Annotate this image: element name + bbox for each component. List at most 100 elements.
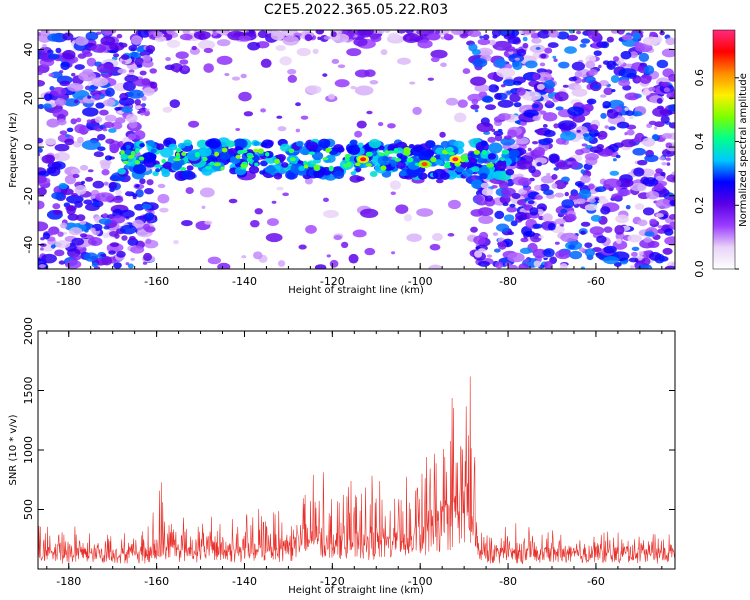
heatmap-signal-core [328,165,334,172]
heatmap-noise-blob [543,76,548,81]
heatmap-noise-blob [109,242,120,248]
heatmap-noise-blob [509,93,521,103]
snr-background [38,331,675,569]
heatmap-noise-blob [620,50,632,60]
heatmap-noise-blob [567,161,572,165]
heatmap-signal-blob [477,157,485,164]
heatmap-noise-blob [445,97,459,106]
heatmap-noise-blob [635,78,641,82]
heatmap-noise-blob [136,48,145,53]
heatmap-noise-blob [588,128,600,138]
heatmap-noise-blob [82,107,99,117]
heatmap-noise-blob [510,220,518,227]
heatmap-noise-blob [334,79,350,88]
heatmap-signal-core [500,157,506,162]
heatmap-noise-blob [141,60,154,68]
heatmap-signal-blob [150,148,157,154]
heatmap-noise-blob [87,169,94,173]
heatmap-noise-blob [633,136,641,143]
heatmap-noise-blob [426,32,441,41]
heatmap-noise-blob [406,233,422,243]
heatmap-noise-blob [402,33,420,43]
heatmap-noise-blob [119,224,137,235]
heatmap-noise-blob [519,247,533,255]
heatmap-noise-blob [87,95,92,99]
heatmap-noise-blob [648,120,657,126]
heatmap-noise-blob [38,264,46,268]
heatmap-noise-blob [47,33,61,42]
heatmap-noise-blob [85,31,99,41]
heatmap-noise-blob [655,198,672,209]
heatmap-noise-blob [270,31,285,41]
heatmap-noise-blob [470,226,478,233]
heatmap-signal-blob [139,143,145,148]
heatmap-noise-blob [649,31,656,36]
heatmap-noise-blob [104,114,117,122]
x-tick-label: -180 [56,275,81,288]
heatmap-noise-blob [92,180,105,189]
heatmap-signal-core [501,149,510,155]
heatmap-noise-blob [560,232,579,243]
heatmap-noise-blob [326,254,331,258]
heatmap-noise-blob [60,222,68,229]
heatmap-signal-blob [369,170,378,177]
heatmap-noise-blob [473,235,486,245]
heatmap-noise-blob [348,253,359,264]
heatmap-noise-blob [580,221,591,227]
heatmap-noise-blob [503,79,516,87]
heatmap-noise-blob [235,127,241,131]
heatmap-noise-blob [639,74,652,85]
heatmap-noise-blob [120,54,130,60]
heatmap-noise-blob [642,177,659,187]
heatmap-noise-blob [109,230,119,237]
heatmap-noise-blob [85,86,90,90]
heatmap-noise-blob [93,81,103,87]
heatmap-noise-blob [314,264,327,269]
heatmap-noise-blob [435,178,444,184]
heatmap-signal-core [325,147,331,154]
heatmap-noise-blob [295,102,301,107]
heatmap-noise-blob [584,203,598,211]
heatmap-noise-blob [112,215,126,224]
heatmap-noise-blob [331,58,340,64]
heatmap-signal-core [254,162,259,167]
y-tick-label: 0 [22,144,35,151]
heatmap-signal-core [120,153,129,160]
heatmap-noise-blob [506,206,518,213]
snr-y-axis-label: SNR (10 * v/v) [8,414,19,485]
heatmap-noise-blob [66,205,76,216]
heatmap-signal-blob [132,163,147,174]
heatmap-noise-blob [144,187,154,195]
heatmap-noise-blob [531,140,539,145]
heatmap-noise-blob [494,134,503,142]
heatmap-noise-blob [631,111,643,117]
heatmap-noise-blob [666,92,675,99]
heatmap-noise-blob [305,85,322,95]
heatmap-noise-blob [389,180,401,190]
heatmap-noise-blob [316,30,324,35]
heatmap-noise-blob [453,112,467,123]
heatmap-noise-blob [507,231,514,236]
heatmap-noise-blob [649,251,662,261]
heatmap-noise-blob [253,251,263,260]
heatmap-noise-blob [621,34,633,41]
heatmap-signal-core [241,161,248,165]
heatmap-noise-blob [323,35,331,40]
heatmap-noise-blob [578,247,585,252]
heatmap-signal-core [252,148,259,153]
heatmap-noise-blob [38,187,47,196]
y-tick-label: 2000 [22,317,35,345]
heatmap-noise-blob [664,236,675,246]
heatmap-noise-blob [138,108,146,113]
heatmap-noise-blob [122,81,136,92]
heatmap-noise-blob [494,210,505,220]
heatmap-noise-blob [532,115,541,121]
heatmap-noise-blob [51,191,65,200]
heatmap-noise-blob [101,169,110,176]
heatmap-noise-blob [664,265,675,269]
heatmap-noise-blob [38,147,43,153]
heatmap-noise-blob [40,247,44,251]
heatmap-noise-blob [637,159,648,166]
heatmap-signal-blob [333,170,345,180]
heatmap-signal-core [444,165,452,169]
